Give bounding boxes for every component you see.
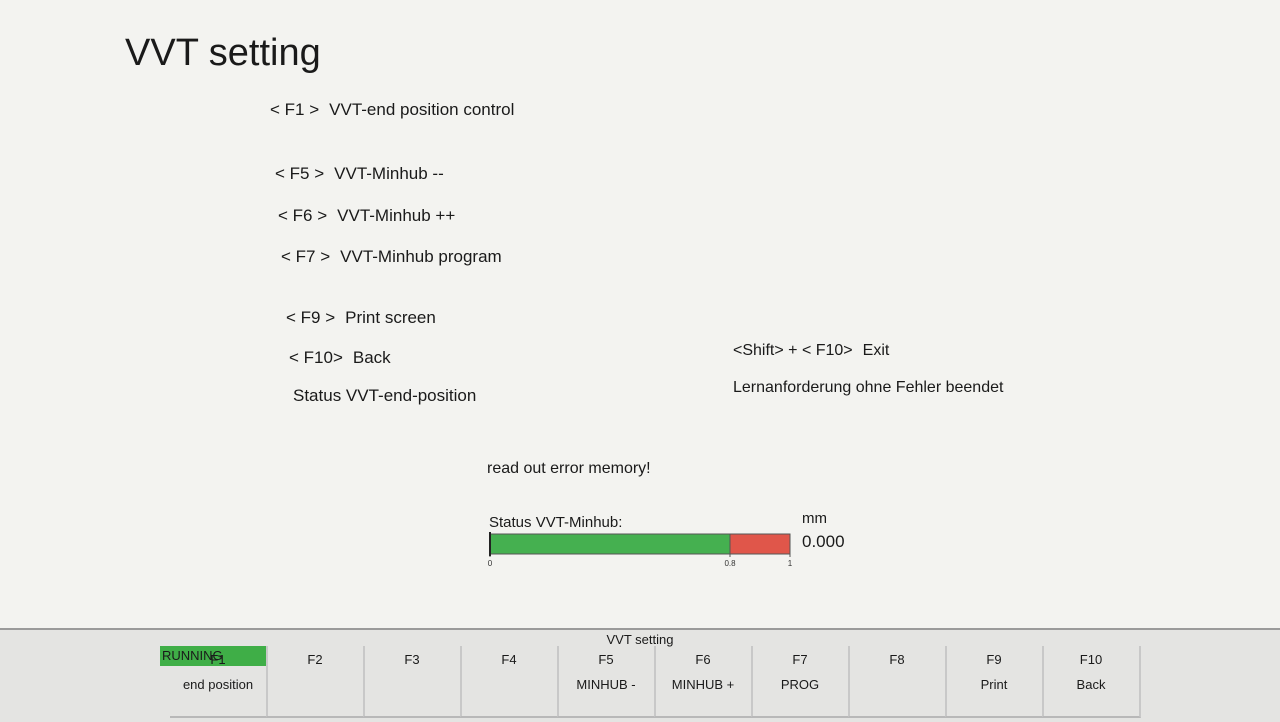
key-label: Back [1076,677,1106,692]
function-key[interactable]: F2 [267,646,365,718]
menu-item: < F7 > VVT-Minhub program [281,247,502,267]
key-label: Print [980,677,1008,692]
menu-item: < F9 > Print screen [286,308,436,328]
function-key[interactable]: F3 [364,646,462,718]
status-label: Status VVT-end-position [293,386,477,405]
menu-key: < F7 > [281,247,331,266]
menu-item: < F10> Back [289,348,391,368]
function-key[interactable]: F8 [849,646,947,718]
menu-key: < F6 > [278,206,328,225]
gauge-tick-label: 1 [788,559,793,568]
function-key[interactable]: F6 MINHUB + [655,646,753,718]
menu-key: <Shift> + < F10> [733,342,853,359]
function-key[interactable]: F5 MINHUB - [558,646,656,718]
key-name: F6 [695,652,711,667]
menu-key: < F1 > [270,100,320,119]
menu-key: < F5 > [275,164,325,183]
key-label: MINHUB - [576,677,636,692]
menu-key: < F9 > [286,308,336,327]
menu-label: VVT-Minhub ++ [337,206,456,225]
key-name: F2 [307,652,323,667]
key-label: PROG [780,677,820,692]
function-key[interactable]: F1 end position [170,646,268,718]
function-key[interactable]: F7 PROG [752,646,850,718]
key-label: end position [182,677,254,692]
run-state: RUNNING [160,646,266,666]
key-name: F5 [598,652,614,667]
gauge-ok-zone [489,533,731,555]
status-text: Lernanforderung ohne Fehler beendet [733,379,1004,396]
message: read out error memory! [487,460,651,477]
menu-label: VVT-Minhub -- [334,164,444,183]
exit-item: <Shift> + < F10> Exit [733,342,889,360]
key-name: F9 [986,652,1002,667]
gauge-tick-label: 0 [488,559,493,568]
menu-key: < F10> [289,348,343,367]
menu-label: Print screen [345,308,436,327]
gauge-label: Status VVT-Minhub: [489,514,623,531]
gauge-unit: mm [802,510,827,527]
key-name: F1 [210,652,226,667]
menu-item: < F1 > VVT-end position control [270,100,514,120]
gauge-limit-zone [729,533,791,555]
gauge-value: 0.000 [802,532,845,551]
menu-label: Exit [862,342,890,359]
function-key[interactable]: F9 Print [946,646,1044,718]
menu-label: VVT-Minhub program [340,247,502,266]
key-name: F7 [792,652,808,667]
key-name: F10 [1079,652,1103,667]
key-name: F3 [404,652,420,667]
footer-title: VVT setting [606,632,674,647]
menu-label: VVT-end position control [329,100,515,119]
function-key[interactable]: F10 Back [1043,646,1141,718]
footer: VVT setting RUNNING F1 end position F2 F3 F4… [0,628,1280,722]
function-key[interactable]: F4 [461,646,559,718]
menu-label: Back [352,348,391,367]
gauge-tick-label: 0.8 [724,559,736,568]
menu-item: < F5 > VVT-Minhub -- [275,164,444,184]
key-name: F4 [501,652,517,667]
key-label: MINHUB + [671,677,735,692]
menu-item: < F6 > VVT-Minhub ++ [278,206,455,226]
key-name: F8 [889,652,905,667]
page-title: VVT setting [125,32,321,74]
